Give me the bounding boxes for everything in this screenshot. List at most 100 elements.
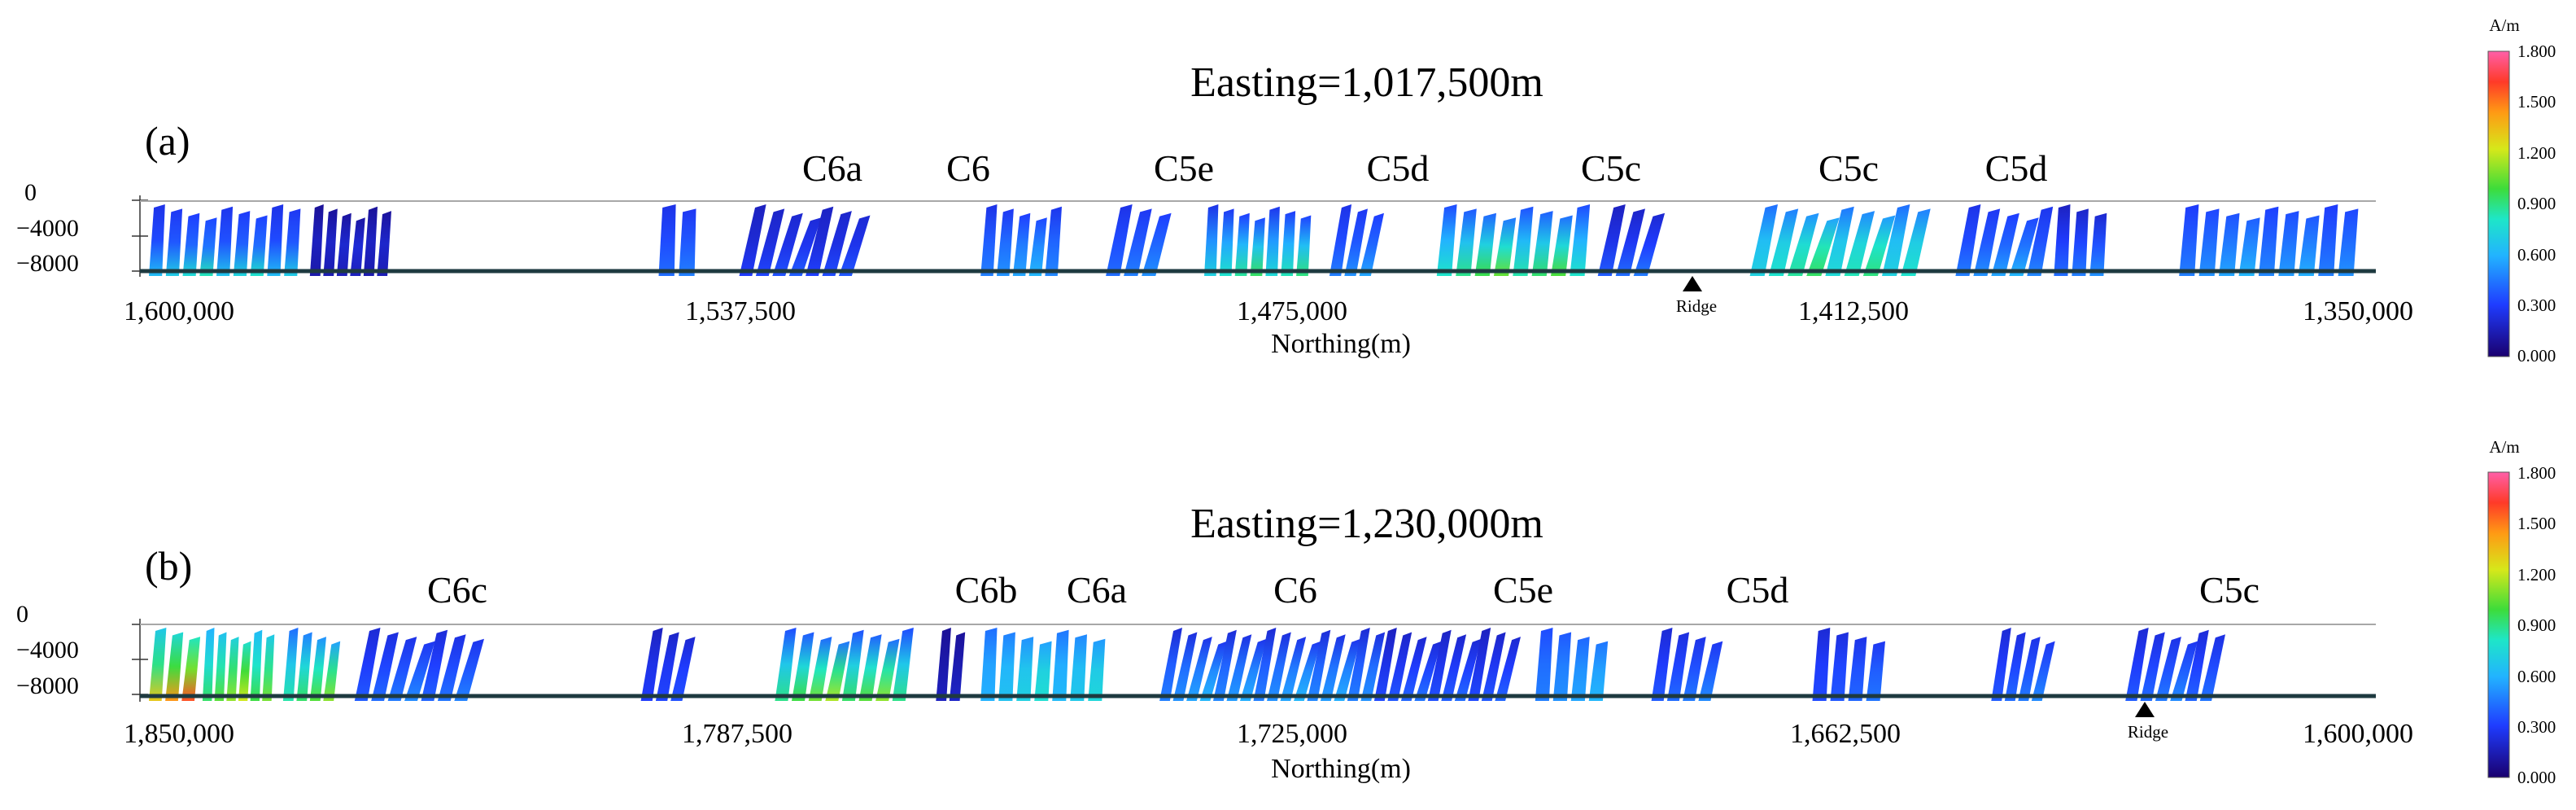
magnetization-prism xyxy=(2125,628,2149,701)
magnetization-prism xyxy=(1359,212,1384,276)
magnetization-prism xyxy=(250,629,263,701)
magnetization-prism xyxy=(454,638,484,701)
magnetization-prism xyxy=(1088,638,1106,701)
magnetization-prism xyxy=(2198,208,2220,276)
seamount-label: C5c xyxy=(1581,147,1641,189)
magnetization-prism xyxy=(1281,211,1296,276)
magnetization-prism xyxy=(1267,632,1291,701)
magnetization-prism xyxy=(1052,629,1069,701)
magnetization-prism xyxy=(1265,206,1280,276)
seamount-label: C6 xyxy=(1273,569,1317,611)
magnetization-prism xyxy=(1307,629,1331,701)
magnetization-prism xyxy=(792,632,814,701)
x-tick-label: 1,850,000 xyxy=(124,719,234,749)
magnetization-prism xyxy=(1070,634,1087,701)
magnetization-prism xyxy=(267,204,284,276)
magnetization-prism xyxy=(670,637,696,701)
x-axis: 1,850,000 1,787,500 1,725,000 1,662,500 … xyxy=(124,719,2413,784)
magnetization-prism xyxy=(1768,208,1799,276)
magnetization-prism xyxy=(1633,212,1666,276)
magnetization-prism xyxy=(2318,204,2338,276)
x-tick-label: 1,787,500 xyxy=(682,719,792,749)
magnetization-prism xyxy=(1250,217,1265,276)
magnetization-prisms xyxy=(149,204,2359,276)
y-tick-label: −8000 xyxy=(16,250,79,277)
seamount-label: C5c xyxy=(1818,147,1879,189)
panel-label: (b) xyxy=(145,543,192,589)
colorbar-unit: A/m xyxy=(2489,15,2519,35)
magnetization-prism xyxy=(296,632,312,701)
magnetization-prism xyxy=(1812,628,1831,701)
magnetization-prism xyxy=(1436,204,1457,276)
magnetization-prism xyxy=(181,637,201,701)
magnetization-prism xyxy=(1474,212,1496,276)
magnetization-prism xyxy=(1955,204,1981,276)
colorbar-unit: A/m xyxy=(2489,437,2519,457)
magnetization-prism xyxy=(980,204,998,276)
magnetization-prism xyxy=(1495,637,1521,701)
colorbar-tick: 0.000 xyxy=(2517,346,2556,366)
colorbar-gradient xyxy=(2487,471,2510,778)
seamount-labels: C6a C6 C5e C5d C5c C5c C5d xyxy=(802,147,2047,189)
magnetization-prism xyxy=(371,632,399,701)
magnetization-prism xyxy=(1012,212,1031,276)
magnetization-prism xyxy=(363,206,378,276)
colorbar-tick: 0.300 xyxy=(2517,717,2556,737)
magnetization-prism xyxy=(2031,641,2055,701)
magnetization-prism xyxy=(2140,632,2165,701)
magnetization-prism xyxy=(354,628,381,701)
colorbar-tick: 0.300 xyxy=(2517,296,2556,315)
magnetization-prism xyxy=(1204,204,1219,276)
ridge-triangle-icon xyxy=(2135,702,2155,717)
magnetization-prism xyxy=(858,634,882,701)
magnetization-prism xyxy=(755,208,785,276)
ridge-triangle-icon xyxy=(1683,276,1702,291)
magnetization-prism xyxy=(284,208,301,276)
magnetization-prism xyxy=(1551,215,1573,276)
x-tick-label: 1,600,000 xyxy=(2303,719,2413,749)
seamount-label: C5e xyxy=(1493,569,1553,611)
magnetization-prism xyxy=(387,637,417,701)
magnetization-prism xyxy=(2238,217,2260,276)
magnetization-prism xyxy=(980,628,998,701)
seamount-label: C5c xyxy=(2199,569,2259,611)
x-tick-label: 1,475,000 xyxy=(1237,296,1347,326)
magnetization-prism xyxy=(2072,208,2089,276)
magnetization-prism xyxy=(214,632,227,701)
panel-label: (a) xyxy=(145,118,190,164)
magnetization-prism xyxy=(1045,206,1062,276)
y-axis: 0 −4000 −8000 xyxy=(16,179,148,277)
ridge-marker: Ridge xyxy=(2128,702,2168,742)
magnetization-prism xyxy=(1234,212,1250,276)
colorbar: A/m 1.800 1.500 1.200 0.900 0.600 0.300 … xyxy=(2487,437,2556,787)
magnetization-prism xyxy=(165,208,183,276)
magnetization-prism xyxy=(282,628,299,701)
magnetization-prism xyxy=(1253,628,1277,701)
magnetization-prism xyxy=(182,212,200,276)
magnetization-prism xyxy=(404,641,435,701)
magnetization-prism xyxy=(1226,634,1252,701)
magnetization-prism xyxy=(1615,208,1645,276)
magnetization-prism xyxy=(775,628,797,701)
magnetization-prism xyxy=(2179,204,2199,276)
colorbar-tick: 1.500 xyxy=(2517,514,2556,533)
colorbar-tick: 1.800 xyxy=(2517,42,2556,61)
magnetization-prism xyxy=(1296,215,1312,276)
seamount-label: C5d xyxy=(1367,147,1430,189)
magnetization-prism xyxy=(655,632,679,701)
magnetization-prism xyxy=(2170,641,2198,701)
magnetization-prism xyxy=(892,628,914,701)
magnetization-prism xyxy=(1848,637,1867,701)
magnetization-prism xyxy=(226,637,239,701)
ridge-label: Ridge xyxy=(1676,296,1717,316)
magnetization-prism xyxy=(2199,634,2225,701)
y-tick-label: 0 xyxy=(16,601,28,628)
x-axis: 1,600,000 1,537,500 1,475,000 1,412,500 … xyxy=(124,296,2413,359)
magnetization-prism xyxy=(875,638,900,701)
panel-a: (a) Easting=1,017,500m 0 −4000 −8000 C6a… xyxy=(16,15,2556,366)
magnetization-prism xyxy=(936,628,951,701)
colorbar-tick: 1.500 xyxy=(2517,92,2556,112)
magnetization-prism xyxy=(336,212,351,276)
magnetization-prism xyxy=(149,628,167,701)
magnetization-prism xyxy=(262,634,275,701)
